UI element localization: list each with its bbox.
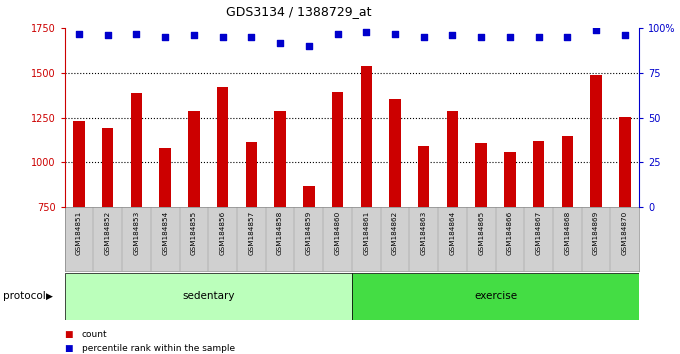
Bar	[188, 112, 200, 341]
Point	[246, 34, 257, 40]
Text: GSM184856: GSM184856	[220, 210, 226, 255]
Bar	[102, 127, 114, 341]
Text: sedentary: sedentary	[182, 291, 235, 302]
Text: GSM184866: GSM184866	[507, 210, 513, 255]
Point	[476, 34, 487, 40]
Point	[562, 34, 573, 40]
Bar	[619, 117, 630, 341]
Bar	[217, 87, 228, 341]
Text: ■: ■	[65, 330, 73, 339]
Bar	[447, 112, 458, 341]
Point	[73, 31, 84, 36]
Point	[131, 31, 142, 36]
Point	[447, 33, 458, 38]
Bar	[590, 75, 602, 341]
Text: GSM184852: GSM184852	[105, 210, 111, 255]
Bar	[303, 185, 315, 341]
Bar	[360, 66, 372, 341]
Bar	[504, 152, 515, 341]
Point	[619, 33, 630, 38]
Text: GSM184853: GSM184853	[133, 210, 139, 255]
Point	[361, 29, 372, 35]
Bar	[533, 141, 545, 341]
Point	[505, 34, 515, 40]
Text: GSM184859: GSM184859	[306, 210, 312, 255]
Text: percentile rank within the sample: percentile rank within the sample	[82, 344, 235, 353]
Text: GSM184857: GSM184857	[248, 210, 254, 255]
Point	[217, 34, 228, 40]
Bar	[562, 137, 573, 341]
Bar	[475, 143, 487, 341]
Bar	[274, 110, 286, 341]
Point	[303, 44, 314, 49]
Bar	[159, 148, 171, 341]
Text: GSM184862: GSM184862	[392, 210, 398, 255]
Point	[102, 33, 113, 38]
Text: GSM184865: GSM184865	[478, 210, 484, 255]
Bar	[131, 93, 142, 341]
Bar	[73, 121, 85, 341]
Point	[332, 31, 343, 36]
Point	[390, 31, 401, 36]
Bar	[418, 146, 430, 341]
Text: ▶: ▶	[46, 292, 53, 301]
Point	[188, 33, 199, 38]
Point	[275, 40, 286, 45]
Text: GSM184855: GSM184855	[191, 210, 197, 255]
Point	[533, 34, 544, 40]
Text: GSM184868: GSM184868	[564, 210, 571, 255]
Text: protocol: protocol	[3, 291, 46, 302]
Text: ■: ■	[65, 344, 73, 353]
Bar	[245, 142, 257, 341]
Text: GSM184851: GSM184851	[76, 210, 82, 255]
Text: GSM184869: GSM184869	[593, 210, 599, 255]
Text: exercise: exercise	[474, 291, 517, 302]
Text: GSM184864: GSM184864	[449, 210, 456, 255]
Point	[591, 27, 602, 33]
Text: GSM184861: GSM184861	[363, 210, 369, 255]
Text: GSM184863: GSM184863	[421, 210, 427, 255]
Point	[418, 34, 429, 40]
Point	[160, 34, 171, 40]
Text: GSM184870: GSM184870	[622, 210, 628, 255]
Bar	[352, 273, 639, 320]
Text: count: count	[82, 330, 107, 339]
Text: GSM184860: GSM184860	[335, 210, 341, 255]
Bar	[332, 92, 343, 341]
Bar	[65, 273, 352, 320]
Text: GSM184867: GSM184867	[536, 210, 542, 255]
Bar	[389, 99, 401, 341]
Text: GSM184854: GSM184854	[162, 210, 168, 255]
Text: GSM184858: GSM184858	[277, 210, 283, 255]
Text: GDS3134 / 1388729_at: GDS3134 / 1388729_at	[226, 5, 372, 18]
